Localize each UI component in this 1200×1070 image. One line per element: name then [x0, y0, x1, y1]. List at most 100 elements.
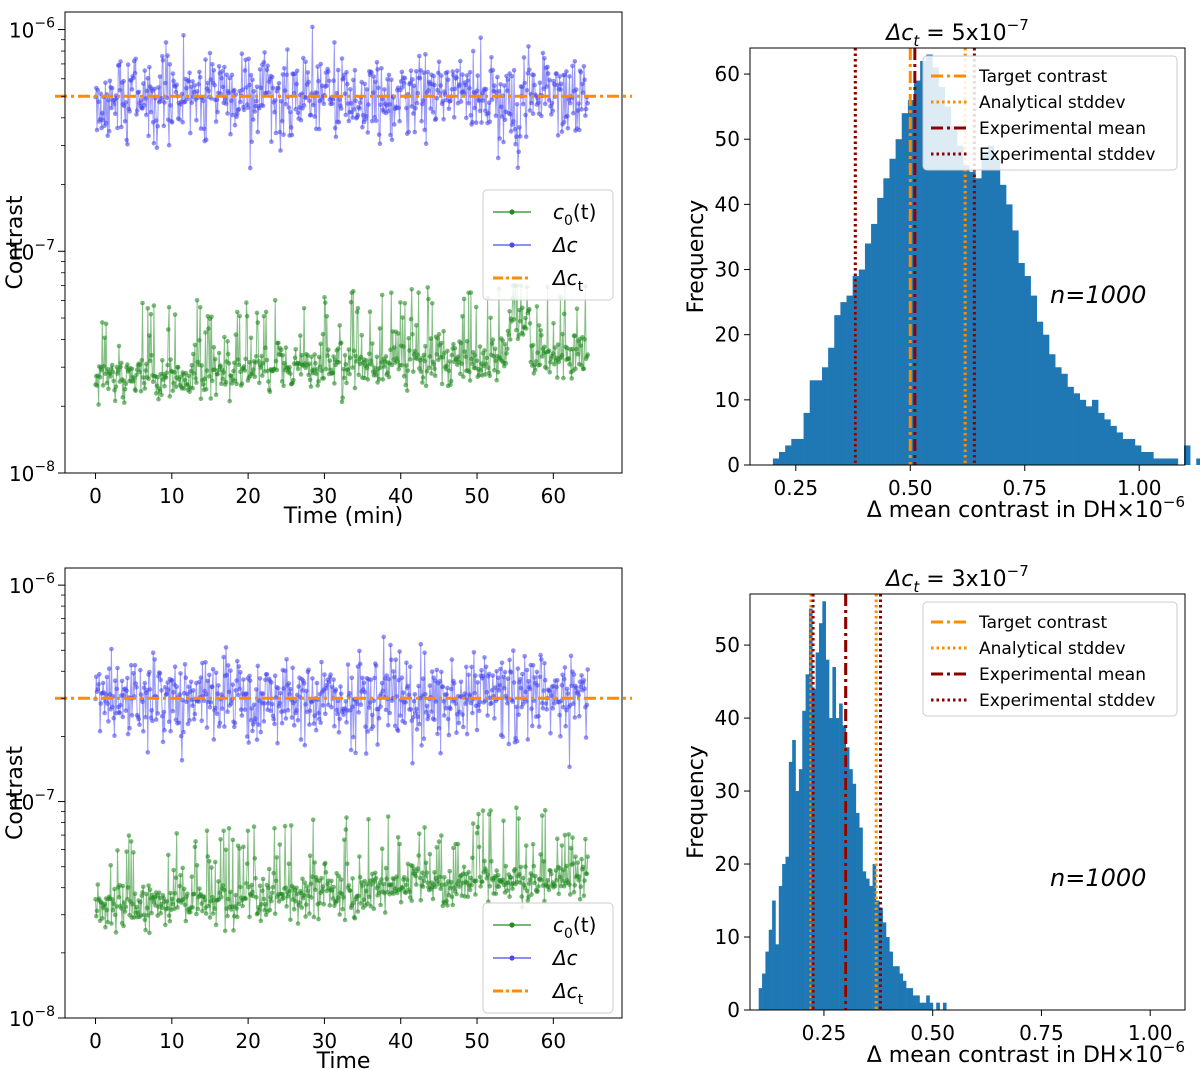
- series-c0-line-point: [252, 856, 258, 861]
- series-dc-line-point: [576, 692, 581, 698]
- series-dc-line-point: [355, 113, 361, 118]
- y-tick-label: 0: [727, 453, 740, 477]
- series-dc-line-point: [507, 657, 512, 663]
- x-axis-label: Time: [316, 1049, 371, 1070]
- series-c0-line-point: [321, 901, 327, 907]
- series-c0-line-point: [515, 336, 521, 342]
- series-c0-line-point: [185, 382, 190, 387]
- series-c0-line-point: [445, 903, 450, 908]
- series-dc-line-point: [511, 648, 516, 653]
- series-c0-line-point: [454, 891, 459, 897]
- series-dc-line-point: [402, 720, 408, 726]
- series-c0-line-point: [335, 895, 341, 900]
- series-dc-line-point: [332, 723, 337, 729]
- series-dc-line-point: [257, 676, 263, 681]
- series-dc-line-point: [132, 70, 138, 76]
- series-dc-line-point: [223, 645, 229, 650]
- series-dc-line-point: [362, 81, 368, 87]
- series-c0-line-point: [110, 369, 116, 375]
- series-dc-line-point: [251, 89, 257, 94]
- series-dc-line-point: [307, 722, 312, 727]
- series-dc-line-point: [423, 692, 428, 697]
- x-tick-label: 50: [464, 1029, 489, 1053]
- series-dc-line-point: [224, 672, 229, 678]
- series-c0-line-point: [191, 891, 197, 897]
- series-c0-line-point: [260, 876, 266, 882]
- series-c0-line-point: [213, 356, 218, 362]
- series-dc-line-point: [559, 129, 565, 134]
- series-dc-line-point: [391, 669, 396, 674]
- series-c0-line-point: [210, 911, 216, 916]
- series-dc-line-point: [572, 59, 578, 64]
- histogram-bar: [1006, 204, 1013, 466]
- series-c0-line-point: [134, 904, 139, 910]
- series-c0-line-point: [220, 377, 226, 382]
- series-dc-line-point: [148, 109, 154, 115]
- series-c0-line-point: [542, 344, 547, 350]
- series-c0-line-point: [173, 875, 179, 881]
- series-c0-line-point: [282, 823, 288, 829]
- series-dc-line-point: [216, 683, 221, 688]
- series-c0-line-point: [102, 901, 107, 907]
- series-dc-line-point: [464, 115, 469, 121]
- histogram-bar: [1165, 458, 1173, 465]
- histogram-bar: [987, 145, 995, 466]
- series-dc-line-point: [401, 690, 406, 695]
- series-dc-line-point: [334, 707, 340, 713]
- series-dc-line-point: [489, 97, 495, 102]
- series-dc-line-point: [414, 69, 419, 74]
- series-dc-line-point: [542, 56, 547, 61]
- series-c0-line-point: [559, 352, 565, 358]
- series-dc-line-point: [336, 730, 342, 735]
- histogram-bar: [772, 458, 780, 465]
- series-c0-line-point: [222, 887, 227, 893]
- series-dc-line-point: [168, 728, 173, 734]
- series-c0-line-point: [461, 864, 467, 870]
- series-dc-line-point: [329, 684, 335, 690]
- series-dc-line-point: [138, 667, 143, 673]
- series-dc-line-point: [160, 739, 166, 745]
- series-c0-line-point: [257, 380, 262, 386]
- series-dc-line-point: [437, 90, 443, 96]
- series-dc-line-point: [483, 664, 489, 670]
- series-dc-line-point: [171, 78, 176, 84]
- series-dc-line-point: [445, 77, 451, 83]
- series-c0-line-point: [202, 897, 207, 903]
- series-dc-line-point: [545, 71, 551, 76]
- series-c0-line-point: [285, 893, 291, 899]
- series-c0-line-point: [410, 332, 415, 337]
- series-dc-line-point: [571, 110, 576, 116]
- series-c0-line-point: [435, 336, 440, 341]
- series-dc-line-point: [260, 691, 266, 696]
- series-dc-line-point: [255, 129, 261, 135]
- series-dc-line-point: [414, 727, 420, 732]
- series-c0-line-point: [530, 842, 536, 847]
- series-dc-line-point: [286, 105, 292, 110]
- series-c0-line-point: [514, 805, 519, 810]
- series-dc-line-point: [558, 734, 563, 739]
- histogram-bar: [865, 878, 870, 1010]
- series-dc-line-point: [360, 125, 365, 130]
- series-c0-line-point: [545, 878, 550, 883]
- axes-frame: [64, 11, 623, 474]
- series-dc-line-point: [399, 69, 405, 75]
- series-c0-line-point: [292, 355, 298, 361]
- series-dc-line-point: [160, 54, 165, 59]
- series-c0-line-point: [530, 342, 536, 348]
- series-dc-line-point: [164, 691, 170, 696]
- series-dc-line-point: [269, 74, 275, 80]
- y-tick-label: 40: [715, 706, 740, 730]
- series-dc-line-point: [177, 117, 182, 122]
- series-dc-line-point: [504, 696, 509, 701]
- series-dc-line-point: [261, 60, 267, 65]
- series-dc-line-point: [250, 77, 255, 82]
- series-dc-line-point: [526, 679, 531, 684]
- series-c0-line-point: [244, 861, 250, 867]
- series-dc-line-point: [436, 70, 441, 76]
- series-c0-line-point: [257, 907, 262, 913]
- series-c0-line-point: [321, 376, 327, 381]
- series-dc-line-point: [547, 77, 552, 83]
- series-dc-line-point: [156, 85, 161, 90]
- series-c0-line-point: [316, 354, 322, 360]
